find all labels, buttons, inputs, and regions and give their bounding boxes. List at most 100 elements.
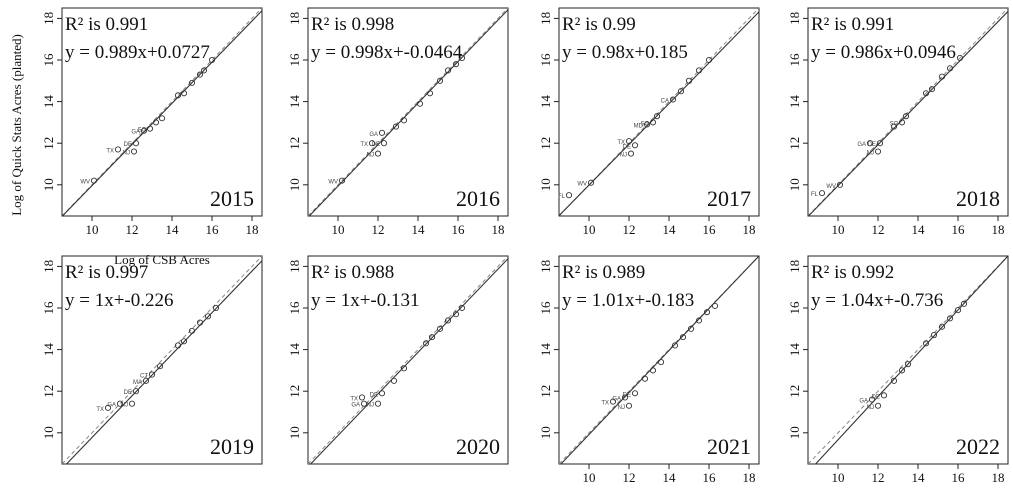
- data-point: [866, 140, 874, 147]
- year-label: 2020: [456, 434, 500, 459]
- data-point: [898, 119, 906, 126]
- point-label: WV: [328, 180, 338, 186]
- point-label: NJ: [618, 405, 625, 411]
- data-point: [938, 323, 946, 330]
- y-tick-label: 14: [787, 343, 802, 357]
- identity-line: [559, 8, 759, 216]
- point-label: TX: [106, 148, 114, 154]
- point-label: WV: [80, 180, 90, 186]
- data-point: [565, 192, 573, 199]
- y-tick-label: 10: [787, 178, 802, 191]
- identity-line: [62, 8, 262, 216]
- y-tick-label: 12: [41, 137, 56, 150]
- y-tick-label: 16: [41, 53, 56, 67]
- point-label: MD: [634, 123, 644, 129]
- data-point: [104, 404, 112, 411]
- point-label: CA: [661, 99, 669, 105]
- point-label: GA: [351, 403, 360, 409]
- year-label: 2017: [707, 186, 751, 211]
- y-tick-label: 18: [787, 12, 802, 25]
- data-point: [374, 400, 382, 407]
- data-point: [416, 100, 424, 107]
- point-label: NJ: [367, 403, 374, 409]
- data-point: [868, 396, 876, 403]
- point-label: GA: [131, 130, 140, 136]
- x-tick-label: 12: [623, 470, 636, 485]
- identity-line: [62, 256, 262, 464]
- point-label: TX: [96, 407, 104, 413]
- data-point: [174, 92, 182, 99]
- data-point: [609, 398, 617, 405]
- data-point: [641, 375, 649, 382]
- equation-label: y = 1x+-0.226: [65, 290, 174, 311]
- data-point: [114, 146, 122, 153]
- data-point: [358, 394, 366, 401]
- data-point: [657, 359, 665, 366]
- data-point: [444, 67, 452, 74]
- data-point: [836, 181, 844, 188]
- data-point: [928, 86, 936, 93]
- identity-line: [308, 8, 508, 216]
- point-label: SC: [138, 128, 147, 134]
- y-tick-label: 10: [287, 426, 302, 439]
- x-tick-label: 10: [832, 470, 845, 485]
- data-point: [338, 177, 346, 184]
- data-point: [703, 309, 711, 316]
- point-label: GA: [859, 399, 868, 405]
- y-tick-label: 12: [41, 385, 56, 398]
- x-tick-label: 12: [872, 222, 885, 237]
- y-tick-label: 12: [538, 385, 553, 398]
- data-point: [695, 67, 703, 74]
- y-tick-label: 10: [41, 426, 56, 439]
- identity-line: [808, 256, 1008, 464]
- x-tick-label: 18: [743, 470, 756, 485]
- y-tick-label: 16: [787, 301, 802, 315]
- y-tick-label: 12: [787, 385, 802, 398]
- y-tick-label: 16: [538, 301, 553, 315]
- data-point: [130, 148, 138, 155]
- y-tick-label: 16: [538, 53, 553, 67]
- y-tick-label: 18: [538, 12, 553, 25]
- plot-frame: [61, 255, 263, 465]
- data-point: [695, 317, 703, 324]
- y-tick-label: 10: [41, 178, 56, 191]
- data-point: [196, 319, 204, 326]
- x-tick-label: 10: [583, 470, 596, 485]
- y-tick-label: 12: [287, 137, 302, 150]
- x-tick-label: 12: [372, 222, 385, 237]
- x-tick-label: 16: [452, 222, 466, 237]
- y-tick-label: 10: [787, 426, 802, 439]
- data-point: [930, 331, 938, 339]
- y-tick-label: 18: [287, 12, 302, 25]
- panel-2016: WV TX NJ GA DE 10 12 14 16 18 10 12 14 16 18 R² is 0.99…: [287, 7, 509, 237]
- data-point: [818, 190, 826, 197]
- data-point: [649, 367, 657, 374]
- fit-line: [308, 9, 508, 216]
- point-label: DE: [124, 390, 132, 396]
- data-point: [188, 327, 196, 334]
- identity-line: [808, 8, 1008, 216]
- point-label: WV: [826, 184, 836, 190]
- data-point: [426, 90, 434, 97]
- data-point: [643, 121, 651, 128]
- x-tick-label: 10: [86, 222, 99, 237]
- equation-label: y = 0.98x+0.185: [562, 42, 688, 63]
- data-point: [669, 96, 677, 103]
- y-tick-label: 18: [41, 260, 56, 273]
- y-tick-label: 12: [287, 385, 302, 398]
- point-label: FL: [811, 192, 819, 198]
- plot-frame: [558, 255, 760, 465]
- y-tick-label: 12: [787, 137, 802, 150]
- y-tick-label: 18: [538, 260, 553, 273]
- data-point: [452, 311, 460, 318]
- r2-label: R² is 0.991: [811, 14, 894, 35]
- data-point: [890, 123, 898, 130]
- x-tick-label: 16: [952, 470, 966, 485]
- x-tick-label: 12: [623, 222, 636, 237]
- data-point: [360, 400, 368, 407]
- data-point: [458, 54, 466, 61]
